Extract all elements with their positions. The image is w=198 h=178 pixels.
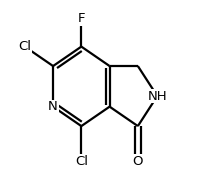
Text: Cl: Cl xyxy=(18,40,31,53)
Text: F: F xyxy=(78,12,85,25)
Text: N: N xyxy=(48,100,58,113)
Text: Cl: Cl xyxy=(75,155,88,168)
Text: O: O xyxy=(133,155,143,168)
Text: NH: NH xyxy=(148,90,167,103)
